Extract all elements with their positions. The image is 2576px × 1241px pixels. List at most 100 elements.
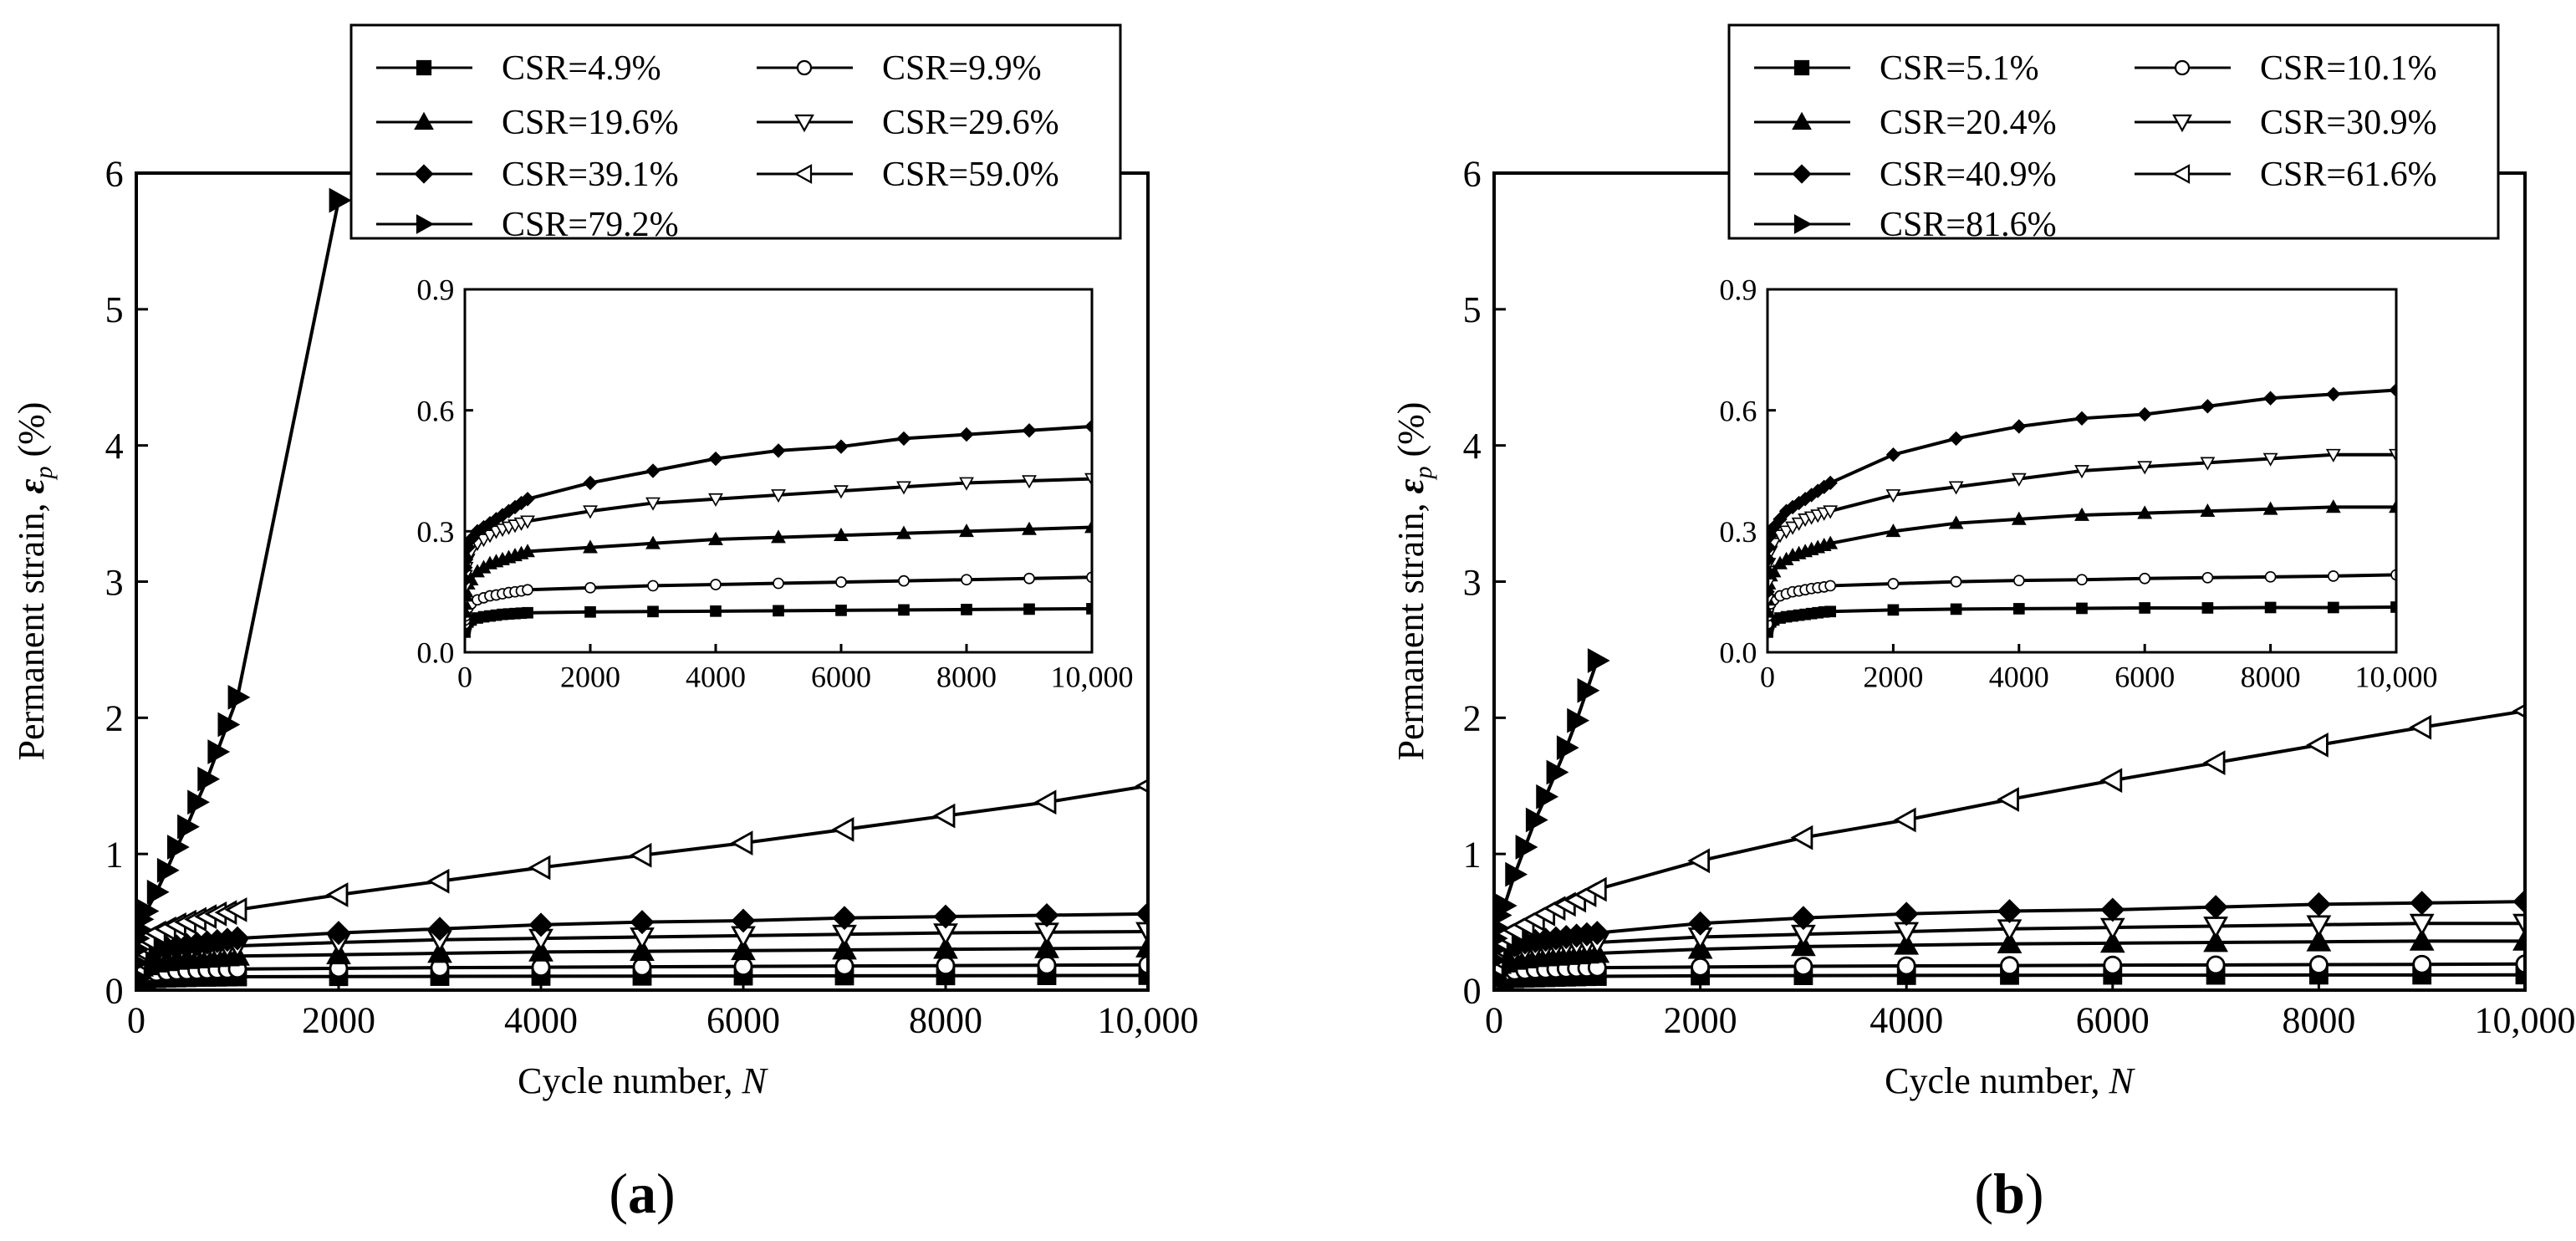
panel-a-main-series-csr-4-9-point-23 [1138, 966, 1148, 985]
panel-a-x-tick-label-3: 6000 [706, 1000, 780, 1041]
panel-a-inset-series-csr-19-6-point-17 [708, 531, 723, 545]
panel-b-y-ticks: 0 1 2 3 4 5 6 [1463, 153, 1506, 1011]
panel-a-inset-series-csr-4-9-point-19 [835, 605, 847, 616]
panel-b-inset-series-csr-40-9-point-18 [2074, 411, 2089, 426]
panel-a-inset-series-csr-9-9-point-22 [1023, 572, 1035, 585]
panel-a-inset-series-csr-19-6-point-15 [583, 539, 598, 554]
panel-a-inset-series-csr-39-1-point-21 [959, 426, 974, 442]
panel-b-inset-series-csr-20-4-point-19 [2137, 505, 2153, 519]
panel-a-main-series-csr-79-2-point-14 [227, 685, 251, 710]
panel-a-inset-x-tick-label-3: 6000 [811, 660, 871, 693]
panel-a-main-series-csr-19-6-point-19 [731, 937, 756, 961]
panel-b-inset-series-csr-10-1-point-21 [2264, 570, 2277, 583]
panel-b-main-series-csr-10-1-point-16 [1793, 957, 1813, 976]
panel-a-main-series-csr-59-0-point-14 [224, 897, 247, 922]
panel-a-main-series-csr-19-6-point-20 [832, 937, 857, 960]
panel-a-main-series-csr-79-2-point-11 [197, 766, 221, 792]
panel-b-inset-series-csr-20-4-point-23 [2389, 499, 2396, 513]
panel-a-inset-series-csr-4-9-point-15 [584, 605, 596, 618]
panel-b-x-tick-label-2: 4000 [1870, 1000, 1943, 1041]
panel-a-inset-series-csr-29-6-point-19 [834, 485, 849, 499]
panel-a-inset-y-tick-label-2: 0.6 [416, 394, 454, 427]
panel-a-inset-series-csr-39-1-point-14 [520, 492, 535, 507]
panel-a-y-tick-label-3: 3 [105, 562, 124, 603]
panel-a-inset-series-csr-39-1-point-23 [1084, 419, 1092, 434]
panel-a-inset-series-csr-29-6-point-23 [1084, 472, 1092, 487]
panel-b-inset-series-csr-40-9-point-19 [2137, 406, 2152, 422]
panel-b-grid-and-marks [1494, 648, 2525, 990]
panel-b-inset-series-csr-40-9-point-21 [2262, 391, 2278, 406]
panel-a-inset-y-tick-label-0: 0.0 [416, 636, 454, 670]
panel-a-inset-x-tick-label-5: 10,000 [1051, 660, 1134, 693]
panel-b-legend-entry-csr-20-4-marker [1792, 111, 1812, 130]
panel-a-inset-y-tick-label-1: 0.3 [416, 515, 454, 549]
panel-a-main-series-csr-79-2-point-6 [146, 879, 170, 905]
panel-b-main-series-csr-40-9-point-18 [1997, 899, 2022, 924]
panel-a-inset-series-csr-4-9-point-21 [961, 604, 972, 615]
panel-a-inset-series-csr-19-6-point-19 [834, 527, 849, 541]
panel-a-inset-series-csr-39-1-point-5 [465, 532, 479, 547]
panel-b-inset-x-tick-label-3: 6000 [2114, 660, 2175, 693]
panel-a-legend: CSR=4.9% CSR=9.9% CSR=19.6% CSR=29.6% CSR=39… [349, 23, 1122, 244]
panel-a-inset-series-csr-4-9-point-18 [773, 605, 784, 617]
panel-b-main-series-csr-10-1-point-18 [2000, 956, 2019, 976]
panel-b-legend-entry-csr-61-6-marker [2171, 164, 2191, 184]
panel-a-main-series-csr-79-2-point-9 [177, 814, 200, 840]
panel-b-main-series-csr-81-6-point-9 [1536, 784, 1559, 809]
panel-b-inset-series-csr-40-9-point-6 [1773, 512, 1788, 527]
panel-b-main-series-csr-40-9-point-16 [1791, 906, 1816, 931]
panel-a-legend-entry-csr-59-0-marker [793, 164, 813, 184]
panel-b-x-axis-title: Cycle number, N [1885, 1060, 2135, 1101]
panel-a-x-tick-label-2: 4000 [504, 1000, 578, 1041]
panel-a-legend-entry-csr-4-9: CSR=4.9% [376, 49, 661, 88]
panel-b-inset-series-csr-20-4-point-17 [2011, 511, 2027, 525]
panel-b-inset-series-csr-10-1-point-22 [2327, 570, 2339, 582]
panel-a-main-series-csr-39-1-point-20 [832, 906, 857, 931]
panel-a-inset-marks [465, 419, 1092, 638]
panel-b-legend-entry-csr-40-9-marker [1792, 164, 1812, 184]
panel-a-inset-series-csr-4-9-point-16 [647, 605, 659, 618]
panel-b-inset-series-csr-5-1-point-15 [1887, 604, 1900, 616]
panel-b-legend-box [1727, 23, 2500, 240]
panel-b-inset-series-csr-30-9 [1767, 448, 2396, 608]
panel-b-main-series-csr-40-9-point-19 [2100, 897, 2125, 922]
panel-b-main-series-csr-61-6-point-19 [2099, 768, 2123, 794]
panel-b-label: (b) [1974, 1162, 2043, 1225]
panel-a-inset-series-csr-9-9-point-20 [898, 575, 910, 587]
panel-a-inset-x-tick-label-2: 4000 [686, 660, 746, 693]
panel-a-x-tick-label-4: 8000 [909, 1000, 982, 1041]
panel-b-main-series-csr-81-6-point-12 [1567, 707, 1590, 733]
panel-a-main-series-csr-9-9-point-18 [632, 957, 652, 977]
panel-a-main-series-csr-9-9-point-19 [733, 957, 753, 977]
panel-a-inset-series-csr-9-9-point-18 [773, 577, 784, 590]
panel-a-inset-series-csr-29-6-point-20 [896, 481, 911, 495]
panel-a-legend-entry-csr-9-9-label: CSR=9.9% [882, 49, 1042, 88]
panel-b-main-series-csr-5-1-point-23 [2515, 965, 2525, 985]
panel-a-legend-entry-csr-29-6: CSR=29.6% [757, 104, 1059, 142]
panel-b-inset-series-csr-20-4-point-21 [2262, 501, 2278, 515]
panel-b-inset-series-csr-5-1-point-19 [2139, 602, 2151, 614]
panel-b-main-series-csr-10-1-point-19 [2103, 955, 2123, 975]
panel-a-legend-entry-csr-29-6-label: CSR=29.6% [882, 104, 1059, 142]
panel-b-main-series-csr-40-9-point-15 [1688, 911, 1713, 936]
panel-b-legend-entry-csr-10-1: CSR=10.1% [2135, 49, 2437, 88]
panel-a-inset-series-csr-9-9-point-21 [961, 574, 972, 586]
panel-b-inset-series-csr-10-1-point-14 [1824, 580, 1837, 592]
panel-b-inset-series-csr-40-9-point-15 [1885, 447, 1901, 462]
panel-b-main-series-csr-61-6-point-18 [1997, 787, 2019, 812]
panel-a-main-series-csr-59-0-point-19 [730, 830, 753, 856]
panel-a-main-series-csr-59-0-point-16 [426, 868, 450, 894]
panel-b-main-series-csr-61-6-point-21 [2306, 733, 2329, 758]
panel-a-inset-series-csr-19-6-point-14 [520, 544, 535, 558]
panel-b-x-tick-label-5: 10,000 [2475, 1000, 2576, 1041]
panel-b-y-tick-label-3: 3 [1463, 562, 1482, 603]
panel-b-inset-y-tick-label-3: 0.9 [1719, 273, 1757, 307]
panel-a-main-series-csr-79-2-point-10 [187, 789, 210, 815]
panel-a-main-series-csr-59-0-point-22 [1033, 789, 1057, 815]
panel-a-main-series-csr-59-0-point-18 [629, 842, 652, 868]
panel-b-inset-x-tick-label-5: 10,000 [2355, 660, 2438, 693]
panel-a-inset-series-csr-39-1-point-20 [896, 431, 911, 447]
panel-a-inset-series-csr-9-9-point-19 [835, 576, 847, 588]
panel-b-main-series-csr-20-4-point-18 [1997, 931, 2023, 954]
panel-a-inset-series-csr-19-6-point-16 [645, 535, 661, 549]
